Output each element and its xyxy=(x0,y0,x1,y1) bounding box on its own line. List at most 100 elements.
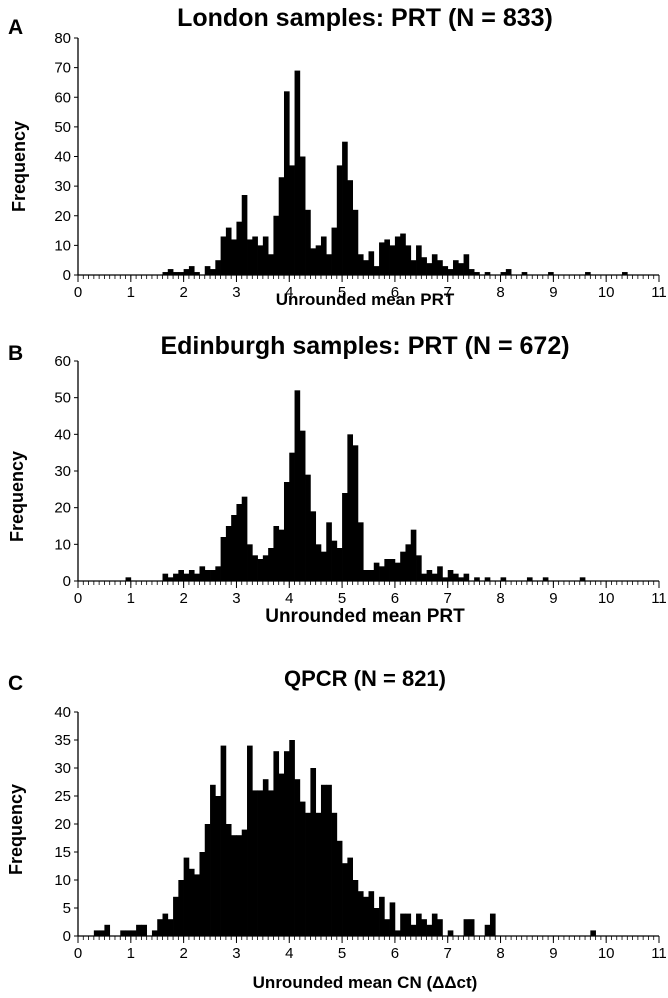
histogram-bar xyxy=(373,562,380,581)
histogram-bar xyxy=(331,812,338,936)
histogram-bar xyxy=(247,745,253,936)
histogram-bar xyxy=(326,784,332,936)
histogram-bar xyxy=(352,445,359,581)
histogram-bar xyxy=(283,482,290,581)
histogram-bar xyxy=(194,573,200,581)
histogram-bar xyxy=(447,269,454,275)
histogram-bar xyxy=(336,840,343,936)
histogram-bar xyxy=(526,577,533,581)
x-tick-label: 4 xyxy=(285,284,293,301)
x-tick-label: 3 xyxy=(232,284,240,301)
y-tick-label: 40 xyxy=(54,704,71,721)
histogram-bar xyxy=(484,924,491,936)
x-tick-label: 8 xyxy=(496,945,504,962)
histogram-bar xyxy=(474,272,480,275)
x-tick-label: 9 xyxy=(549,945,557,962)
histogram-bar xyxy=(384,239,390,275)
histogram-bar xyxy=(157,919,163,936)
histogram-bar xyxy=(310,248,317,275)
histogram-bar xyxy=(188,570,195,581)
histogram-bar xyxy=(305,474,311,581)
x-tick-label: 0 xyxy=(74,945,82,962)
histogram-bar xyxy=(120,930,126,936)
histogram-bar xyxy=(410,924,417,936)
histogram-bar xyxy=(215,260,221,275)
y-tick-label: 5 xyxy=(63,900,71,917)
histogram-bar xyxy=(241,496,248,581)
histogram-bar xyxy=(199,566,206,581)
chart-title: QPCR (N = 821) xyxy=(284,666,446,691)
histogram-bar xyxy=(442,577,449,581)
histogram-bar xyxy=(204,570,211,581)
histogram-bar xyxy=(347,857,353,936)
histogram-bar xyxy=(225,824,232,936)
histogram-bar xyxy=(194,874,200,936)
histogram-bar xyxy=(215,796,221,936)
histogram-bar xyxy=(416,555,422,581)
histogram-bar xyxy=(289,165,295,275)
y-tick-label: 25 xyxy=(54,788,71,805)
y-tick-label: 30 xyxy=(54,463,71,480)
histogram-bar xyxy=(268,254,274,275)
histogram-bar xyxy=(468,919,475,936)
x-tick-label: 2 xyxy=(179,284,187,301)
histogram-bar xyxy=(458,577,464,581)
histogram-bar xyxy=(210,784,216,936)
histogram-bar xyxy=(400,551,406,581)
histogram-bar xyxy=(500,577,507,581)
y-tick-label: 10 xyxy=(54,536,71,553)
histogram-bar xyxy=(125,577,132,581)
histogram-bar xyxy=(347,434,353,581)
histogram-bar xyxy=(294,70,301,275)
histogram-bar xyxy=(389,559,396,581)
histogram-bar xyxy=(357,522,364,581)
histogram-bar xyxy=(437,260,443,275)
histogram-bar xyxy=(130,930,137,936)
histogram-bar xyxy=(347,180,353,275)
histogram-bar xyxy=(210,269,216,275)
histogram-bar xyxy=(273,215,280,275)
histogram-bar xyxy=(220,745,227,936)
x-tick-label: 2 xyxy=(179,590,187,607)
x-tick-label: 8 xyxy=(496,590,504,607)
histogram-bar xyxy=(431,573,438,581)
panel-c: C QPCR (N = 821) Frequency Unrounded mea… xyxy=(0,660,668,998)
histogram-bar xyxy=(421,919,427,936)
histogram-bar xyxy=(336,165,343,275)
histogram-bar xyxy=(379,242,385,275)
histogram-bar xyxy=(204,266,211,275)
histogram-bar xyxy=(352,880,359,936)
histogram-bar xyxy=(394,930,401,936)
y-tick-label: 70 xyxy=(54,60,71,77)
histogram-bar xyxy=(368,570,375,581)
x-tick-label: 10 xyxy=(598,945,615,962)
histogram-bar xyxy=(162,272,169,275)
histogram-bar xyxy=(141,924,148,936)
histogram-bar xyxy=(379,896,385,936)
histogram-bar xyxy=(305,812,311,936)
histogram-bar xyxy=(231,835,237,936)
y-tick-label: 30 xyxy=(54,760,71,777)
histogram-bar xyxy=(410,260,417,275)
histogram-bar xyxy=(463,919,470,936)
histogram-bar xyxy=(320,236,327,275)
histogram-bar xyxy=(453,573,459,581)
histogram-bar xyxy=(247,544,253,581)
y-tick-label: 20 xyxy=(54,816,71,833)
histogram-bar xyxy=(416,245,422,276)
y-tick-label: 40 xyxy=(54,426,71,443)
histogram-bar xyxy=(278,177,285,275)
histogram-bar xyxy=(310,768,317,936)
histogram-bar xyxy=(299,801,306,936)
histogram-bar xyxy=(252,555,258,581)
x-tick-label: 11 xyxy=(651,945,667,962)
x-tick-label: 4 xyxy=(285,945,293,962)
chart-title: Edinburgh samples: PRT (N = 672) xyxy=(160,332,570,360)
x-tick-label: 7 xyxy=(444,284,452,301)
y-tick-label: 15 xyxy=(54,844,71,861)
histogram-bar xyxy=(236,835,243,936)
histogram-bar xyxy=(389,245,396,276)
histogram-bar xyxy=(257,245,264,276)
panel-letter: B xyxy=(8,342,24,365)
histogram-bar xyxy=(299,430,306,581)
